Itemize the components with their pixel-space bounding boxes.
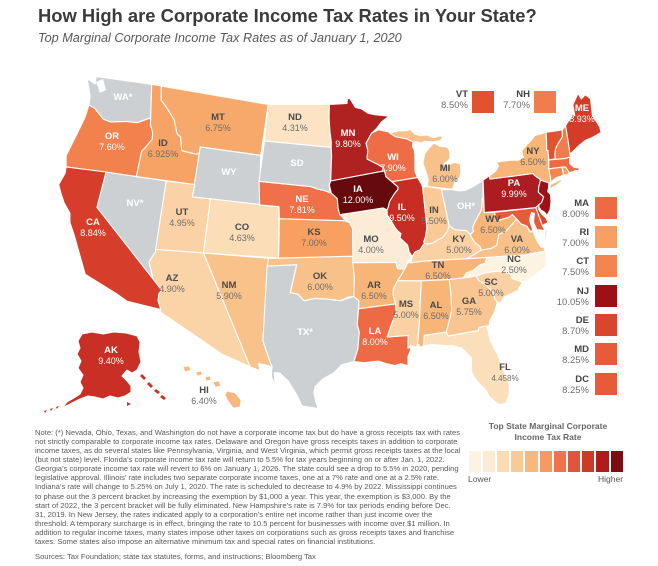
svg-text:9.80%: 9.80%	[335, 139, 361, 149]
svg-text:IA: IA	[353, 184, 363, 195]
svg-text:WV: WV	[485, 214, 501, 225]
svg-text:CO: CO	[235, 222, 249, 233]
svg-text:5.00%: 5.00%	[446, 245, 472, 255]
svg-text:HI: HI	[199, 385, 209, 396]
svg-text:ND: ND	[288, 112, 302, 123]
svg-text:SD: SD	[290, 158, 303, 169]
svg-text:SC: SC	[484, 277, 497, 288]
svg-text:4.31%: 4.31%	[282, 123, 308, 133]
svg-text:6.50%: 6.50%	[361, 291, 387, 301]
svg-text:NE: NE	[295, 194, 308, 205]
svg-text:MI: MI	[440, 163, 451, 174]
svg-text:5.00%: 5.00%	[393, 310, 419, 320]
svg-text:6.925%: 6.925%	[148, 149, 179, 159]
svg-text:NY: NY	[526, 146, 540, 157]
svg-text:4.00%: 4.00%	[358, 245, 384, 255]
svg-text:2.50%: 2.50%	[501, 265, 527, 275]
svg-text:AL: AL	[430, 300, 443, 311]
svg-text:6.75%: 6.75%	[205, 123, 231, 133]
svg-text:6.00%: 6.00%	[504, 245, 530, 255]
svg-text:AR: AR	[367, 280, 381, 291]
svg-text:6.40%: 6.40%	[191, 396, 217, 406]
svg-text:VA: VA	[511, 234, 524, 245]
svg-text:8.00%: 8.00%	[362, 337, 388, 347]
svg-text:6.00%: 6.00%	[307, 282, 333, 292]
svg-text:KY: KY	[452, 234, 466, 245]
svg-text:OK: OK	[313, 271, 327, 282]
svg-text:TN: TN	[432, 260, 445, 271]
svg-text:5.00%: 5.00%	[478, 288, 504, 298]
svg-text:4.95%: 4.95%	[169, 218, 195, 228]
svg-text:NC: NC	[507, 254, 521, 265]
svg-text:8.93%: 8.93%	[569, 114, 595, 124]
svg-text:MO: MO	[363, 234, 378, 245]
svg-text:9.50%: 9.50%	[389, 213, 415, 223]
svg-text:OH*: OH*	[457, 201, 475, 212]
svg-text:MN: MN	[341, 128, 356, 139]
svg-text:4.90%: 4.90%	[159, 284, 185, 294]
svg-text:ID: ID	[158, 138, 168, 149]
svg-text:NV*: NV*	[127, 198, 144, 209]
svg-text:UT: UT	[176, 207, 189, 218]
svg-text:MS: MS	[399, 299, 413, 310]
svg-text:ME: ME	[575, 103, 589, 114]
svg-text:5.75%: 5.75%	[456, 307, 482, 317]
svg-text:9.99%: 9.99%	[501, 189, 527, 199]
svg-text:7.60%: 7.60%	[99, 142, 125, 152]
svg-text:6.50%: 6.50%	[423, 311, 449, 321]
svg-text:AZ: AZ	[166, 273, 179, 284]
svg-text:WY: WY	[221, 167, 237, 178]
svg-text:TX*: TX*	[297, 327, 313, 338]
svg-text:4.458%: 4.458%	[491, 374, 518, 383]
svg-text:NM: NM	[222, 280, 237, 291]
svg-text:6.50%: 6.50%	[480, 225, 506, 235]
svg-text:CA: CA	[86, 217, 100, 228]
svg-text:WA*: WA*	[114, 92, 133, 103]
svg-text:WI: WI	[387, 152, 399, 163]
svg-text:PA: PA	[508, 178, 521, 189]
svg-text:5.90%: 5.90%	[216, 291, 242, 301]
svg-text:4.63%: 4.63%	[229, 233, 255, 243]
svg-text:IN: IN	[429, 205, 439, 216]
svg-text:GA: GA	[462, 296, 476, 307]
svg-text:KS: KS	[307, 227, 320, 238]
svg-text:AK: AK	[104, 345, 118, 356]
svg-text:12.00%: 12.00%	[343, 195, 374, 205]
svg-text:MT: MT	[211, 112, 225, 123]
svg-text:6.50%: 6.50%	[425, 271, 451, 281]
svg-text:9.40%: 9.40%	[98, 356, 124, 366]
svg-text:8.84%: 8.84%	[80, 228, 106, 238]
svg-text:LA: LA	[369, 326, 382, 337]
svg-text:7.00%: 7.00%	[301, 238, 327, 248]
svg-text:7.90%: 7.90%	[380, 163, 406, 173]
svg-text:6.50%: 6.50%	[520, 157, 546, 167]
svg-text:OR: OR	[105, 131, 119, 142]
svg-text:IL: IL	[398, 202, 407, 213]
svg-text:7.81%: 7.81%	[289, 205, 315, 215]
svg-text:FL: FL	[499, 362, 511, 373]
svg-text:6.00%: 6.00%	[432, 174, 458, 184]
svg-text:5.50%: 5.50%	[421, 216, 447, 226]
